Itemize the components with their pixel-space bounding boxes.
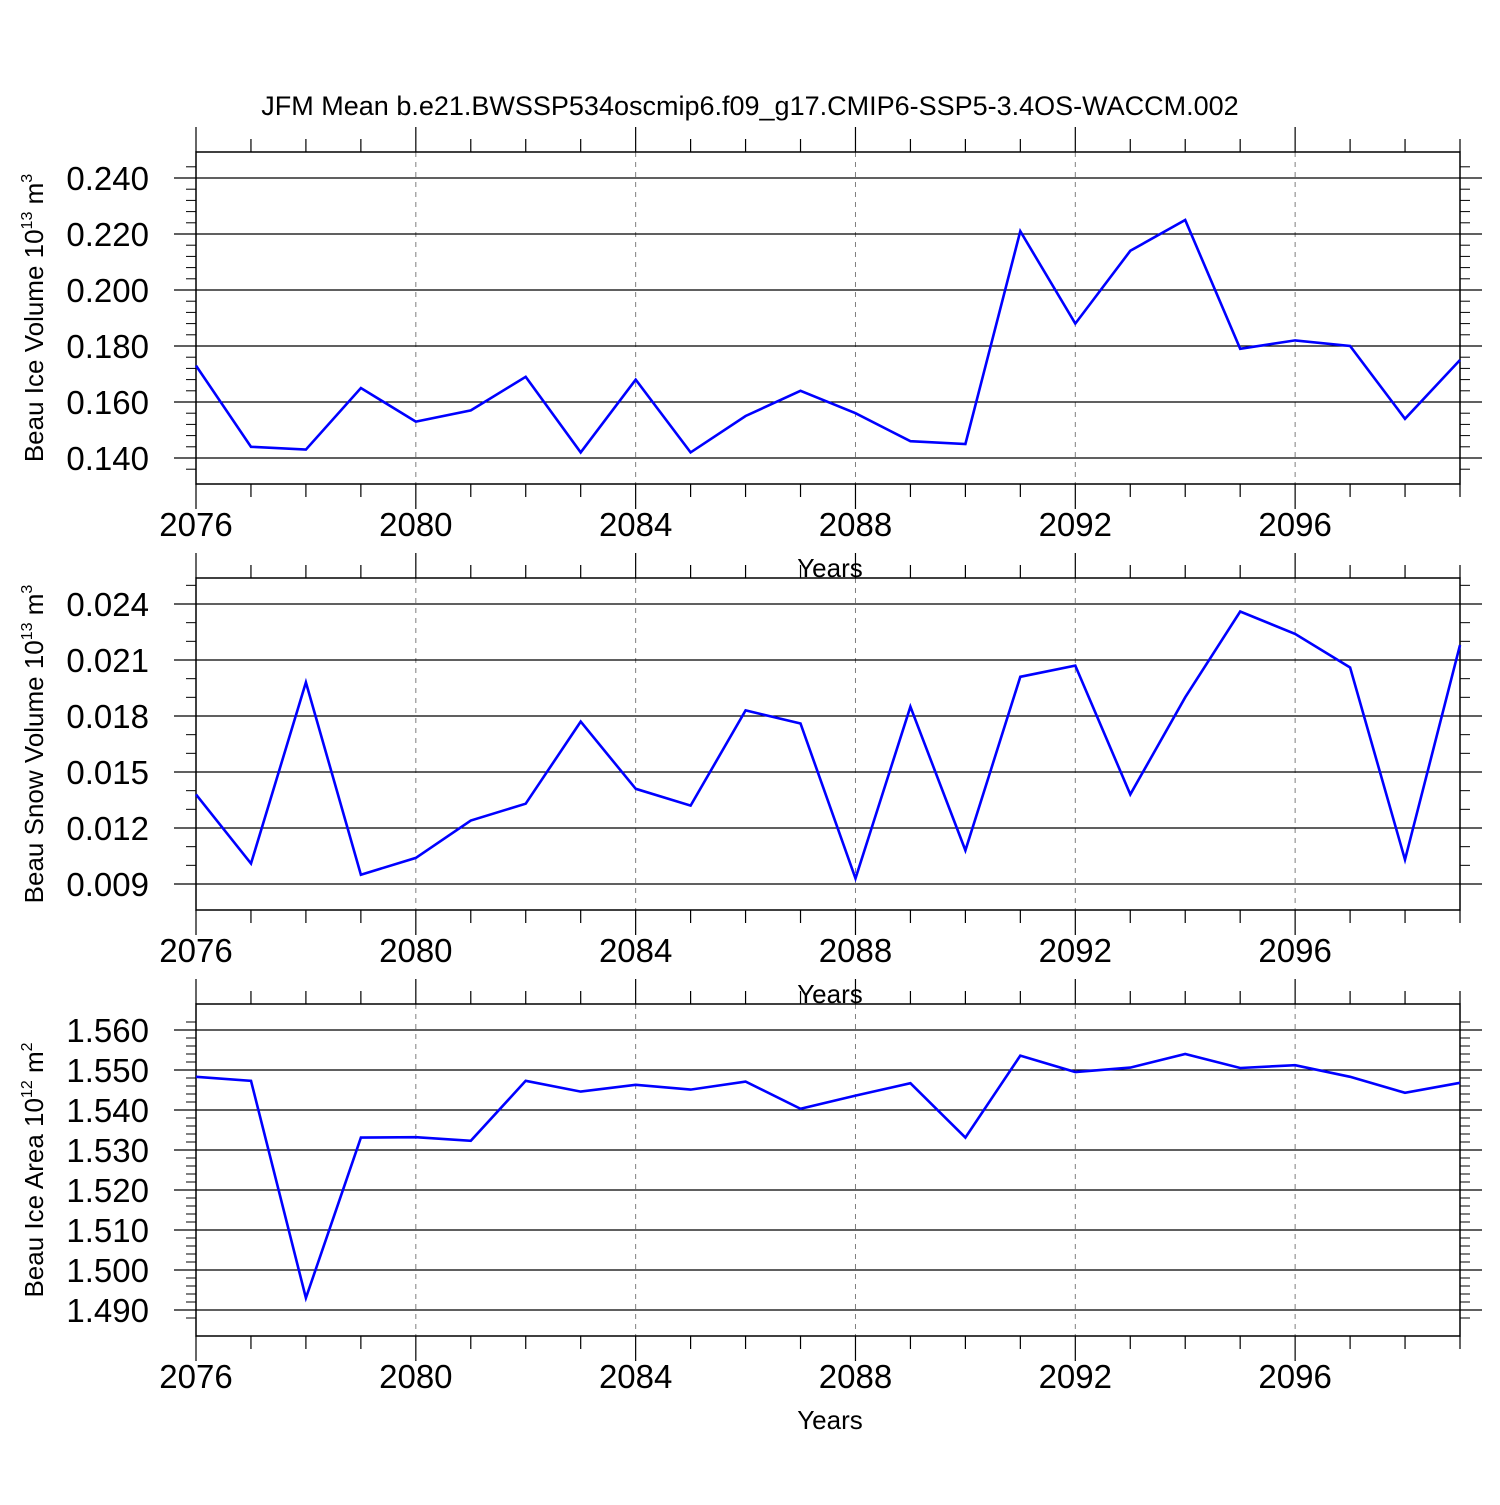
- y-axis-label-superscript: 12: [19, 1080, 36, 1098]
- y-axis-label: Beau Ice Volume 1013 m3: [19, 174, 49, 462]
- x-tick-label: 2084: [599, 932, 672, 969]
- x-tick-label: 2096: [1258, 932, 1331, 969]
- y-tick-label: 1.530: [66, 1132, 149, 1169]
- y-axis-label-text: Beau Ice Volume 10: [19, 229, 49, 462]
- x-tick-label: 2084: [599, 506, 672, 543]
- y-tick-label: 1.540: [66, 1092, 149, 1129]
- y-tick-label: 0.180: [66, 328, 149, 365]
- y-tick-label: 0.140: [66, 440, 149, 477]
- y-tick-label: 0.012: [66, 810, 149, 847]
- y-axis-label-text: Beau Ice Area 10: [19, 1098, 49, 1297]
- x-tick-label: 2080: [379, 932, 452, 969]
- chart-panel-1: 2076 2080 2084 2088 2092 2096 0.140 0.160 0.180 0…: [19, 127, 1482, 583]
- y-axis-label-text: m: [19, 594, 49, 623]
- y-tick-label: 1.550: [66, 1052, 149, 1089]
- x-tick-label: 2096: [1258, 506, 1331, 543]
- series-line: [196, 220, 1460, 452]
- y-axis-label-text: m: [19, 1051, 49, 1080]
- y-tick-label: 1.560: [66, 1012, 149, 1049]
- y-tick-label: 1.510: [66, 1212, 149, 1249]
- y-tick-label: 1.520: [66, 1172, 149, 1209]
- x-tick-label: 2084: [599, 1358, 672, 1395]
- x-tick-label: 2092: [1039, 932, 1112, 969]
- x-tick-label: 2076: [159, 506, 232, 543]
- y-tick-label: 0.021: [66, 642, 149, 679]
- y-axis-label: Beau Ice Area 1012 m2: [19, 1042, 49, 1297]
- plot-frame: [196, 578, 1460, 910]
- plot-frame: [196, 1004, 1460, 1336]
- y-axis-label-superscript: 3: [19, 174, 36, 183]
- y-axis-label-superscript: 2: [19, 1042, 36, 1051]
- x-tick-label: 2080: [379, 1358, 452, 1395]
- x-tick-label: 2080: [379, 506, 452, 543]
- x-tick-label: 2092: [1039, 506, 1112, 543]
- y-axis-label-superscript: 13: [19, 622, 36, 640]
- y-tick-label: 0.200: [66, 272, 149, 309]
- y-tick-label: 0.024: [66, 586, 149, 623]
- x-tick-label: 2088: [819, 506, 892, 543]
- y-axis-label-text: m: [19, 183, 49, 212]
- y-axis-label: Beau Snow Volume 1013 m3: [19, 585, 49, 904]
- x-tick-label: 2092: [1039, 1358, 1112, 1395]
- series-line: [196, 1054, 1460, 1298]
- x-tick-label: 2096: [1258, 1358, 1331, 1395]
- x-tick-label: 2076: [159, 1358, 232, 1395]
- y-axis-label-superscript: 13: [19, 212, 36, 230]
- y-tick-label: 0.160: [66, 384, 149, 421]
- y-tick-label: 1.490: [66, 1292, 149, 1329]
- y-tick-label: 0.018: [66, 698, 149, 735]
- series-line: [196, 612, 1460, 879]
- x-tick-label: 2088: [819, 1358, 892, 1395]
- y-axis-label-text: Beau Snow Volume 10: [19, 640, 49, 903]
- y-tick-label: 0.240: [66, 160, 149, 197]
- y-tick-label: 0.220: [66, 216, 149, 253]
- x-axis-label: Years: [797, 1405, 863, 1435]
- x-tick-label: 2088: [819, 932, 892, 969]
- figure-title: JFM Mean b.e21.BWSSP534oscmip6.f09_g17.C…: [261, 91, 1238, 121]
- plot-frame: [196, 152, 1460, 484]
- y-axis-label-superscript: 3: [19, 585, 36, 594]
- y-tick-label: 0.015: [66, 754, 149, 791]
- y-tick-label: 0.009: [66, 866, 149, 903]
- x-tick-label: 2076: [159, 932, 232, 969]
- y-tick-label: 1.500: [66, 1252, 149, 1289]
- chart-panel-2: 2076 2080 2084 2088 2092 2096 0.009 0.012 0.015 0…: [19, 553, 1482, 1009]
